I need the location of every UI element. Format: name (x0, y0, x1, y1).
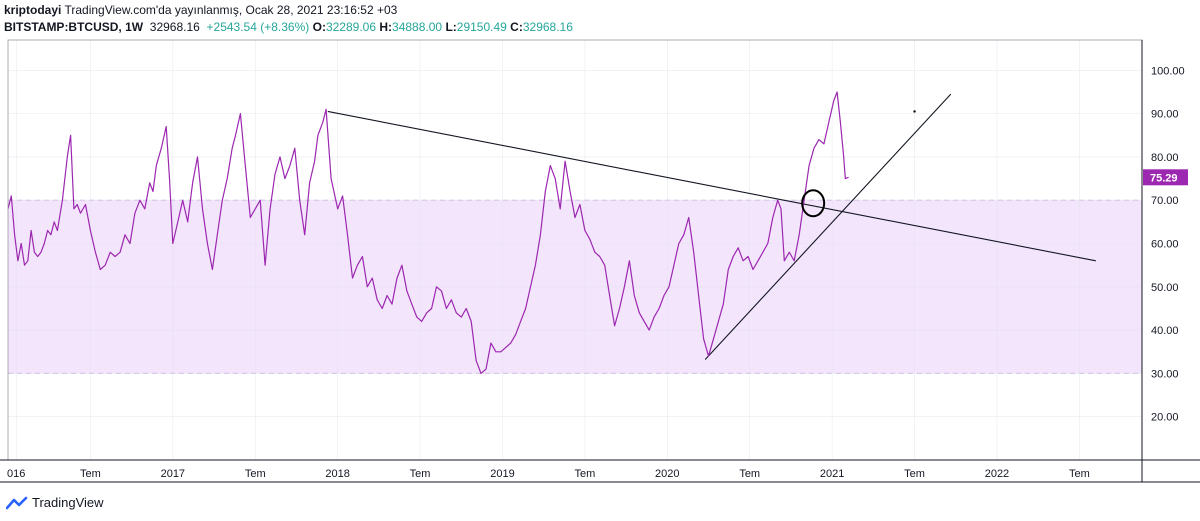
open-label: O: (312, 20, 326, 34)
close-label: C: (510, 20, 523, 34)
x-tick-label: 2017 (161, 468, 185, 480)
x-tick-label: Tem (739, 468, 760, 480)
annotations (801, 110, 916, 218)
open-value: 32289.06 (325, 20, 377, 34)
y-tick-label: 80.00 (1151, 152, 1179, 164)
last-price: 32968.16 (149, 20, 200, 34)
y-tick-label: 20.00 (1151, 412, 1179, 424)
x-tick-label: 2019 (490, 468, 514, 480)
breakout-circle (801, 189, 826, 218)
y-tick-label: 40.00 (1151, 325, 1179, 337)
x-tick-label: 016 (7, 468, 25, 480)
rsi-line (7, 91, 849, 374)
current-value-label: 75.29 (1150, 172, 1178, 184)
high-value: 34888.00 (392, 20, 443, 34)
drawing-dot (913, 110, 916, 113)
y-tick-label: 100.00 (1151, 65, 1185, 77)
y-tick-label: 90.00 (1151, 109, 1179, 121)
symbol-label[interactable]: BITSTAMP:BTCUSD, 1W (4, 20, 144, 34)
x-tick-label: 2020 (655, 468, 679, 480)
x-tick-label: Tem (80, 468, 101, 480)
high-label: H: (379, 20, 393, 34)
y-tick-label: 50.00 (1151, 282, 1179, 294)
y-tick-label: 60.00 (1151, 239, 1179, 251)
x-tick-label: Tem (574, 468, 595, 480)
trend-lines (327, 93, 1096, 360)
x-tick-label: Tem (904, 468, 925, 480)
rsi-series (7, 91, 849, 374)
author-name[interactable]: kriptodayi (4, 3, 62, 17)
low-value: 29150.49 (456, 20, 507, 34)
close-value: 32968.16 (522, 20, 573, 34)
axes: 20.00 30.00 40.00 50.00 60.00 70.00 80.00 90.00… (0, 39, 1200, 483)
x-tick-label: Tem (245, 468, 266, 480)
x-tick-label: 2022 (985, 468, 1009, 480)
brand-text: TradingView (32, 495, 104, 510)
x-tick-label: Tem (1069, 468, 1090, 480)
published-info: TradingView.com'da yayınlanmış, Ocak 28,… (64, 3, 398, 17)
x-tick-label: Tem (410, 468, 431, 480)
grid-lines (8, 40, 1142, 460)
y-tick-label: 30.00 (1151, 368, 1179, 380)
low-label: L: (445, 20, 457, 34)
current-value-badge (1143, 169, 1188, 186)
chart-header-line2: BITSTAMP:BTCUSD, 1W 32968.16 +2543.54 (+… (4, 20, 573, 34)
tradingview-logo-icon (6, 496, 28, 509)
price-change: +2543.54 (+8.36%) (206, 20, 310, 34)
trendline-resistance (327, 110, 1096, 262)
chart-header-line1: kriptodayi TradingView.com'da yayınlanmı… (4, 3, 397, 17)
trendline-support (704, 93, 952, 360)
x-tick-label: 2018 (325, 468, 349, 480)
footer-brand[interactable]: TradingView (6, 495, 104, 510)
y-tick-label: 70.00 (1151, 195, 1179, 207)
x-tick-label: 2021 (820, 468, 844, 480)
